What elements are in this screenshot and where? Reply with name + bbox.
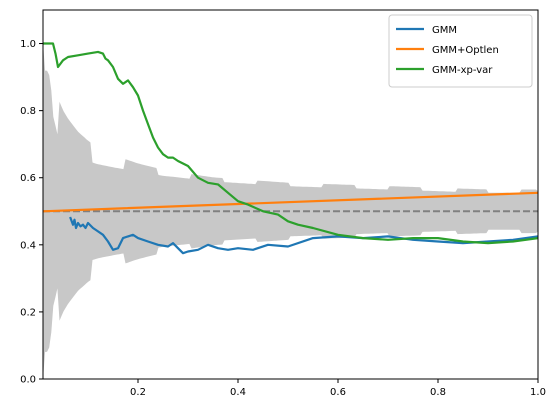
plot-content [43, 42, 538, 379]
series-line-gmm-xp-var [43, 42, 538, 245]
x-tick-label: 1.0 [530, 387, 546, 398]
x-tick-label: 0.2 [130, 387, 146, 398]
y-tick-label: 0.2 [20, 307, 36, 318]
y-tick-label: 0.6 [20, 173, 36, 184]
legend: GMM GMM+Optlen GMM-xp-var [388, 14, 533, 88]
legend-label: GMM [432, 25, 457, 36]
y-tick-label: 0.4 [20, 240, 36, 251]
plot-area [43, 42, 538, 379]
legend-label: GMM-xp-var [432, 65, 493, 76]
x-tick-label: 0.6 [330, 387, 346, 398]
legend-box [388, 14, 533, 88]
axes-frame [42, 9, 539, 380]
x-tick-label: 0.4 [230, 387, 246, 398]
series-line-gmm-optlen [43, 191, 538, 213]
confidence-band [43, 43, 538, 379]
axes: 0.2 0.4 0.6 0.8 1.0 0.0 0.2 0.4 0.6 0.8 1.0 [20, 9, 546, 398]
x-tick-label: 0.8 [430, 387, 446, 398]
y-tick-label: 0.8 [20, 106, 36, 117]
y-tick-label: 1.0 [20, 39, 36, 50]
legend-label: GMM+Optlen [432, 45, 499, 56]
y-tick-label: 0.0 [20, 375, 36, 386]
